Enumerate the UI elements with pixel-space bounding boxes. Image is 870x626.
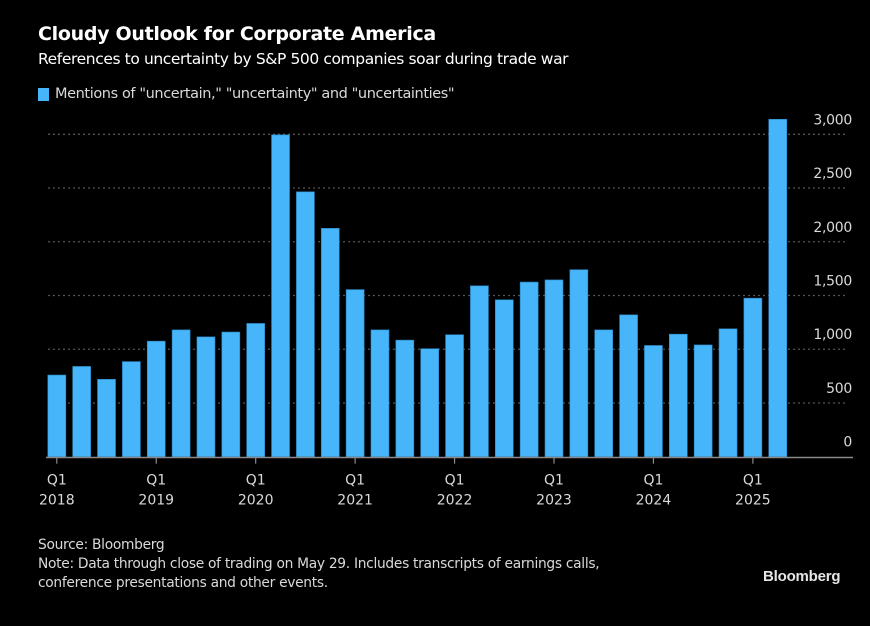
x-tick-label-quarter: Q1 — [345, 473, 365, 489]
footer-notes: Source: Bloomberg Note: Data through clo… — [38, 536, 600, 593]
y-tick-label: 500 — [826, 381, 852, 397]
bar-q4-2024 — [718, 328, 738, 457]
x-tick-label-quarter: Q1 — [246, 473, 266, 489]
x-tick-label-year: 2022 — [437, 493, 473, 509]
y-tick-label: 2,500 — [813, 166, 852, 182]
x-tick-label-quarter: Q1 — [146, 473, 166, 489]
y-tick-label: 2,000 — [813, 220, 852, 236]
bloomberg-logo: Bloomberg — [763, 568, 841, 585]
x-tick-label-quarter: Q1 — [47, 473, 67, 489]
y-tick-label: 0 — [843, 435, 852, 451]
bar-q1-2020 — [246, 323, 265, 458]
y-tick-label: 3,000 — [813, 112, 852, 128]
chart-subtitle: References to uncertainty by S&P 500 com… — [38, 50, 569, 68]
x-tick-label-quarter: Q1 — [643, 473, 663, 489]
y-tick-label: 1,000 — [813, 327, 852, 343]
x-tick-label-quarter: Q1 — [445, 473, 465, 489]
bar-q1-2022 — [445, 334, 464, 458]
bar-q1-2024 — [644, 345, 663, 457]
x-tick-label-year: 2023 — [536, 493, 572, 509]
chart-title: Cloudy Outlook for Corporate America — [38, 23, 436, 45]
legend-swatch — [38, 87, 49, 101]
bar-q3-2023 — [594, 329, 614, 458]
x-tick-label-year: 2019 — [138, 493, 174, 509]
bar-q4-2018 — [122, 361, 141, 458]
y-axis-labels: 0 500 1,000 1,500 2,000 2,500 3,000 — [813, 112, 852, 450]
x-axis: Q1 2018 Q1 2019 Q1 2020 Q1 2021 Q1 2022 Q1 2023 Q1 20… — [39, 456, 853, 509]
x-tick-label-quarter: Q1 — [544, 473, 564, 489]
bar-q1-2018 — [47, 374, 67, 457]
note-text-line2: conference presentations and other event… — [38, 575, 328, 591]
bar-q3-2018 — [97, 379, 116, 458]
bar-q4-2023 — [619, 314, 638, 457]
bar-q2-2022 — [470, 285, 489, 457]
bar-q4-2020 — [320, 228, 340, 457]
bar-q4-2021 — [420, 348, 440, 458]
x-tick-label-year: 2024 — [636, 493, 672, 509]
x-tick-label-year: 2021 — [337, 493, 373, 509]
bar-q2-2025 — [768, 118, 788, 458]
bar-q1-2025 — [743, 297, 763, 458]
x-tick-label-quarter: Q1 — [743, 473, 763, 489]
bar-q2-2019 — [171, 329, 191, 458]
y-tick-label: 1,500 — [813, 274, 852, 290]
bar-q3-2021 — [395, 339, 415, 457]
bar-q4-2019 — [221, 331, 241, 457]
legend-label: Mentions of "uncertain," "uncertainty" a… — [55, 86, 455, 102]
bar-q3-2019 — [196, 336, 216, 457]
bar-q3-2020 — [296, 191, 315, 457]
bar-q1-2019 — [146, 340, 166, 458]
x-tick-label-year: 2018 — [39, 493, 75, 509]
bar-q2-2023 — [569, 269, 589, 458]
note-text-line1: Note: Data through close of trading on M… — [38, 556, 600, 572]
bar-q2-2018 — [72, 366, 91, 458]
bar-q1-2023 — [544, 279, 564, 457]
bar-q2-2024 — [668, 333, 688, 457]
bars — [47, 118, 788, 458]
bar-q2-2021 — [370, 329, 390, 458]
legend: Mentions of "uncertain," "uncertainty" a… — [38, 86, 455, 102]
x-tick-label-year: 2025 — [735, 493, 771, 509]
source-text: Source: Bloomberg — [38, 537, 165, 553]
x-tick-label-year: 2020 — [238, 493, 274, 509]
bar-q4-2022 — [519, 281, 539, 458]
bar-q2-2020 — [271, 134, 290, 457]
bar-q3-2022 — [494, 299, 514, 458]
bar-q1-2021 — [345, 289, 365, 457]
bar-q3-2024 — [693, 344, 713, 457]
